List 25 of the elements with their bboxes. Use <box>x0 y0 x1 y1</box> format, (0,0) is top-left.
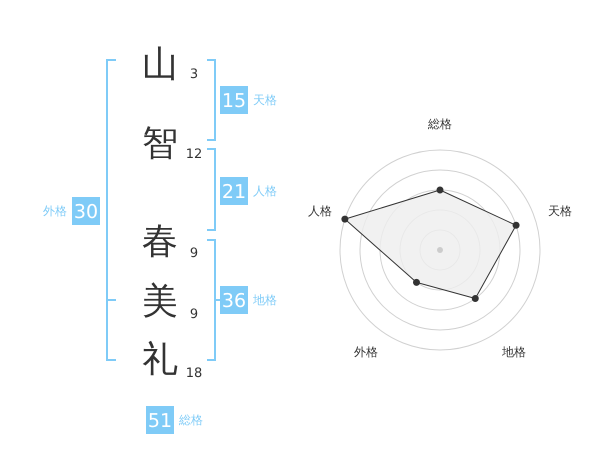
category-label: 礼 <box>142 339 178 380</box>
category-label: 山 <box>142 44 178 85</box>
text: 30 <box>74 201 98 223</box>
category-label: 智 <box>142 123 178 164</box>
data-label: 9 <box>190 246 198 261</box>
category-label: 春 <box>142 221 178 262</box>
text: 外格 <box>43 204 67 218</box>
spoke-label: 人格 <box>308 204 332 218</box>
text: 21 <box>222 181 246 203</box>
data-label: 3 <box>190 67 198 82</box>
spoke-label: 外格 <box>354 344 378 359</box>
text: 51 <box>148 410 172 432</box>
data-label: 12 <box>186 147 202 162</box>
text: 人格 <box>253 184 277 198</box>
text: 36 <box>222 290 246 312</box>
text: 15 <box>222 90 246 112</box>
spoke-label: 地格 <box>501 344 526 359</box>
data-label: 18 <box>186 366 202 381</box>
category-label: 美 <box>142 281 178 322</box>
text: 地格 <box>252 293 277 307</box>
spoke-label: 総格 <box>427 117 452 131</box>
text: 総格 <box>178 413 203 427</box>
data-label: 9 <box>190 307 198 322</box>
text: 天格 <box>253 93 277 107</box>
spoke-label: 天格 <box>548 204 572 218</box>
